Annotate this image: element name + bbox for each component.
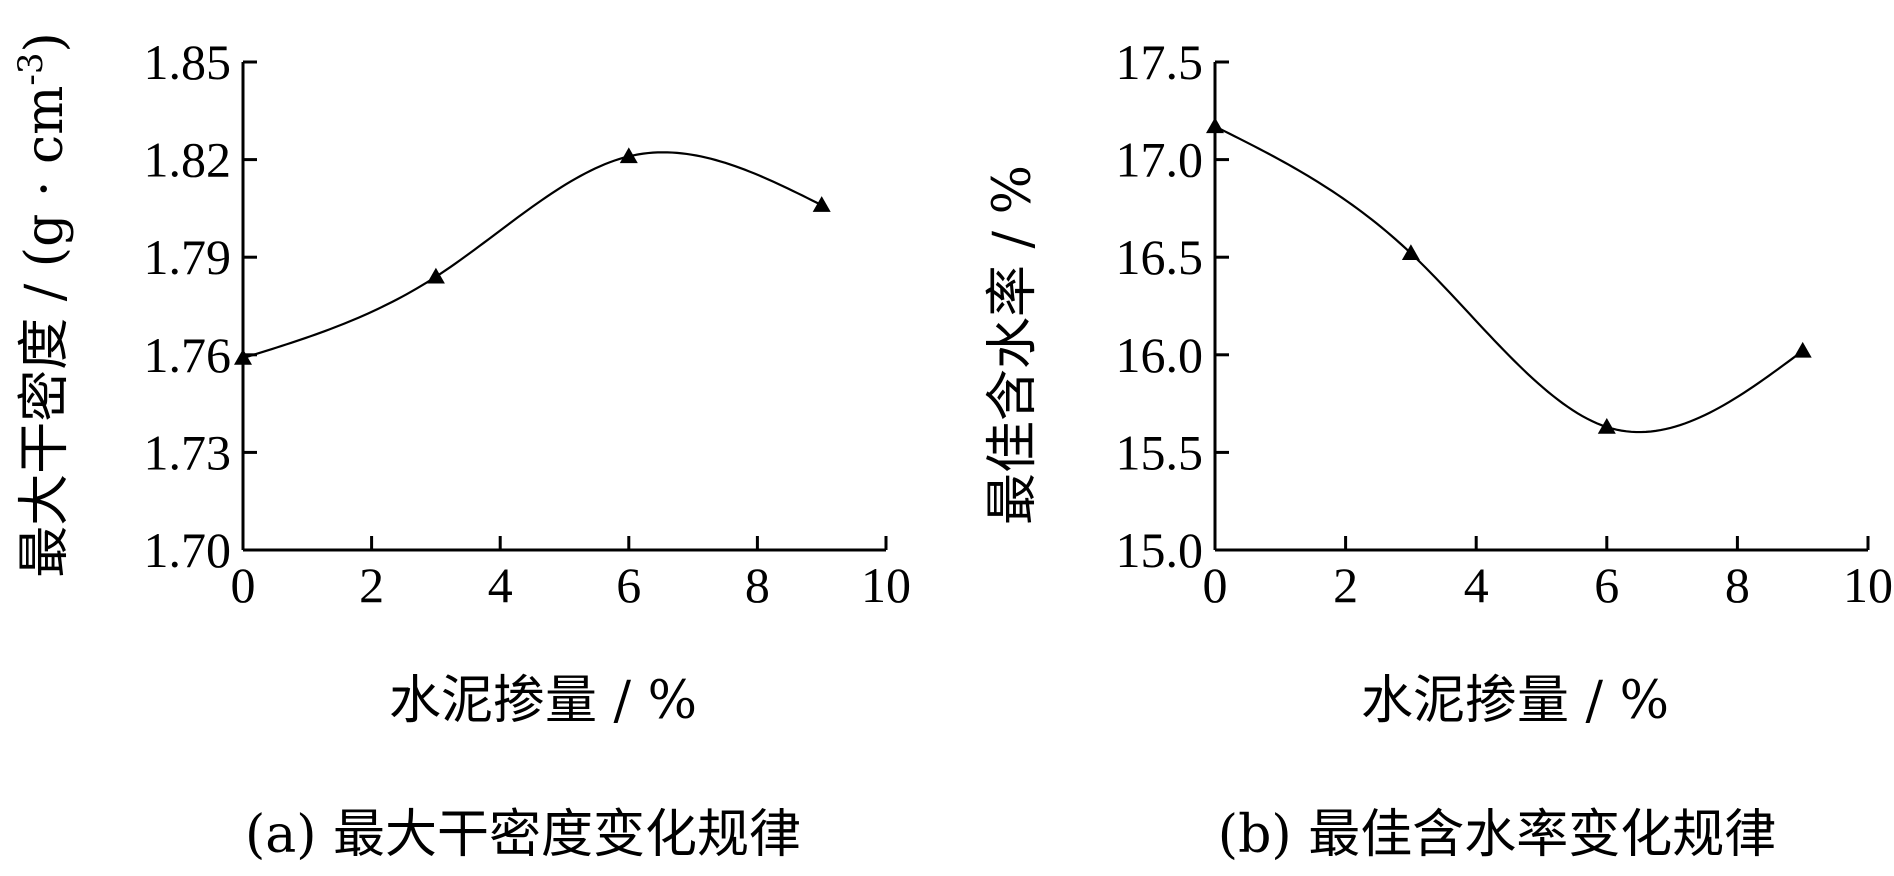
chart-panel-a: 0 2 4 6 8 10 1.70 1.73 1.76 1.79 1.82 1.85 水泥掺量 / %…: [11, 32, 911, 865]
x-tick-label-a: 6: [616, 557, 641, 613]
chart-panel-b: 0 2 4 6 8 10 15.0 15.5 16.0 16.5 17.0 17.5 水泥掺量 / %…: [983, 34, 1893, 865]
x-tick-label-b: 8: [1725, 557, 1750, 613]
y-tick-label-a: 1.79: [144, 229, 232, 285]
data-point-b: [1793, 341, 1812, 358]
x-tick-label-a: 10: [861, 557, 911, 613]
data-point-b: [1401, 244, 1420, 261]
y-axis-label-a-sup: -3: [11, 52, 51, 85]
y-tick-label-b: 15.0: [1116, 522, 1204, 578]
data-point-a: [234, 349, 252, 365]
y-tick-label-a: 1.76: [144, 327, 232, 383]
y-axis-label-b-main: 最佳含水率 / %: [983, 165, 1043, 525]
y-tick-label-b: 15.5: [1116, 424, 1204, 480]
plot-area-b: 0 2 4 6 8 10 15.0 15.5 16.0 16.5 17.0 17.5: [1116, 34, 1894, 613]
y-tick-label-b: 17.0: [1116, 132, 1204, 188]
x-tick-label-a: 0: [231, 557, 256, 613]
x-tick-label-b: 0: [1203, 557, 1228, 613]
data-point-a: [619, 147, 638, 164]
data-point-b: [1206, 117, 1224, 134]
data-point-a: [426, 267, 445, 284]
plot-area-a: 0 2 4 6 8 10 1.70 1.73 1.76 1.79 1.82 1.85: [144, 34, 912, 613]
series-line-a: [242, 151, 823, 360]
x-tick-label-b: 4: [1464, 557, 1489, 613]
data-point-b: [1597, 418, 1616, 434]
y-tick-label-a: 1.85: [144, 34, 232, 90]
x-axis-label-a: 水泥掺量 / %: [389, 671, 697, 731]
y-axis-label-a: 最大干密度 / (g · cm-3): [11, 32, 75, 578]
x-tick-label-a: 4: [488, 557, 513, 613]
y-tick-label-a: 1.70: [144, 522, 232, 578]
y-tick-label-a: 1.73: [144, 424, 232, 480]
caption-a: (a) 最大干密度变化规律: [245, 805, 801, 865]
x-tick-label-b: 10: [1843, 557, 1893, 613]
caption-b: (b) 最佳含水率变化规律: [1218, 805, 1776, 865]
y-tick-label-b: 16.0: [1116, 327, 1204, 383]
y-axis-label-a-close: ): [15, 32, 75, 52]
y-axis-label-b: 最佳含水率 / %: [983, 165, 1043, 525]
y-tick-label-a: 1.82: [144, 132, 232, 188]
x-tick-label-a: 2: [359, 557, 384, 613]
y-tick-label-b: 16.5: [1116, 229, 1204, 285]
x-tick-label-b: 6: [1594, 557, 1619, 613]
series-line-b: [1214, 125, 1804, 434]
y-axis-label-a-main: 最大干密度 / (g · cm: [15, 86, 75, 578]
y-tick-label-b: 17.5: [1116, 34, 1204, 90]
x-tick-label-b: 2: [1333, 557, 1358, 613]
x-axis-label-b: 水泥掺量 / %: [1361, 671, 1669, 731]
x-tick-label-a: 8: [745, 557, 770, 613]
data-point-a: [812, 196, 831, 212]
